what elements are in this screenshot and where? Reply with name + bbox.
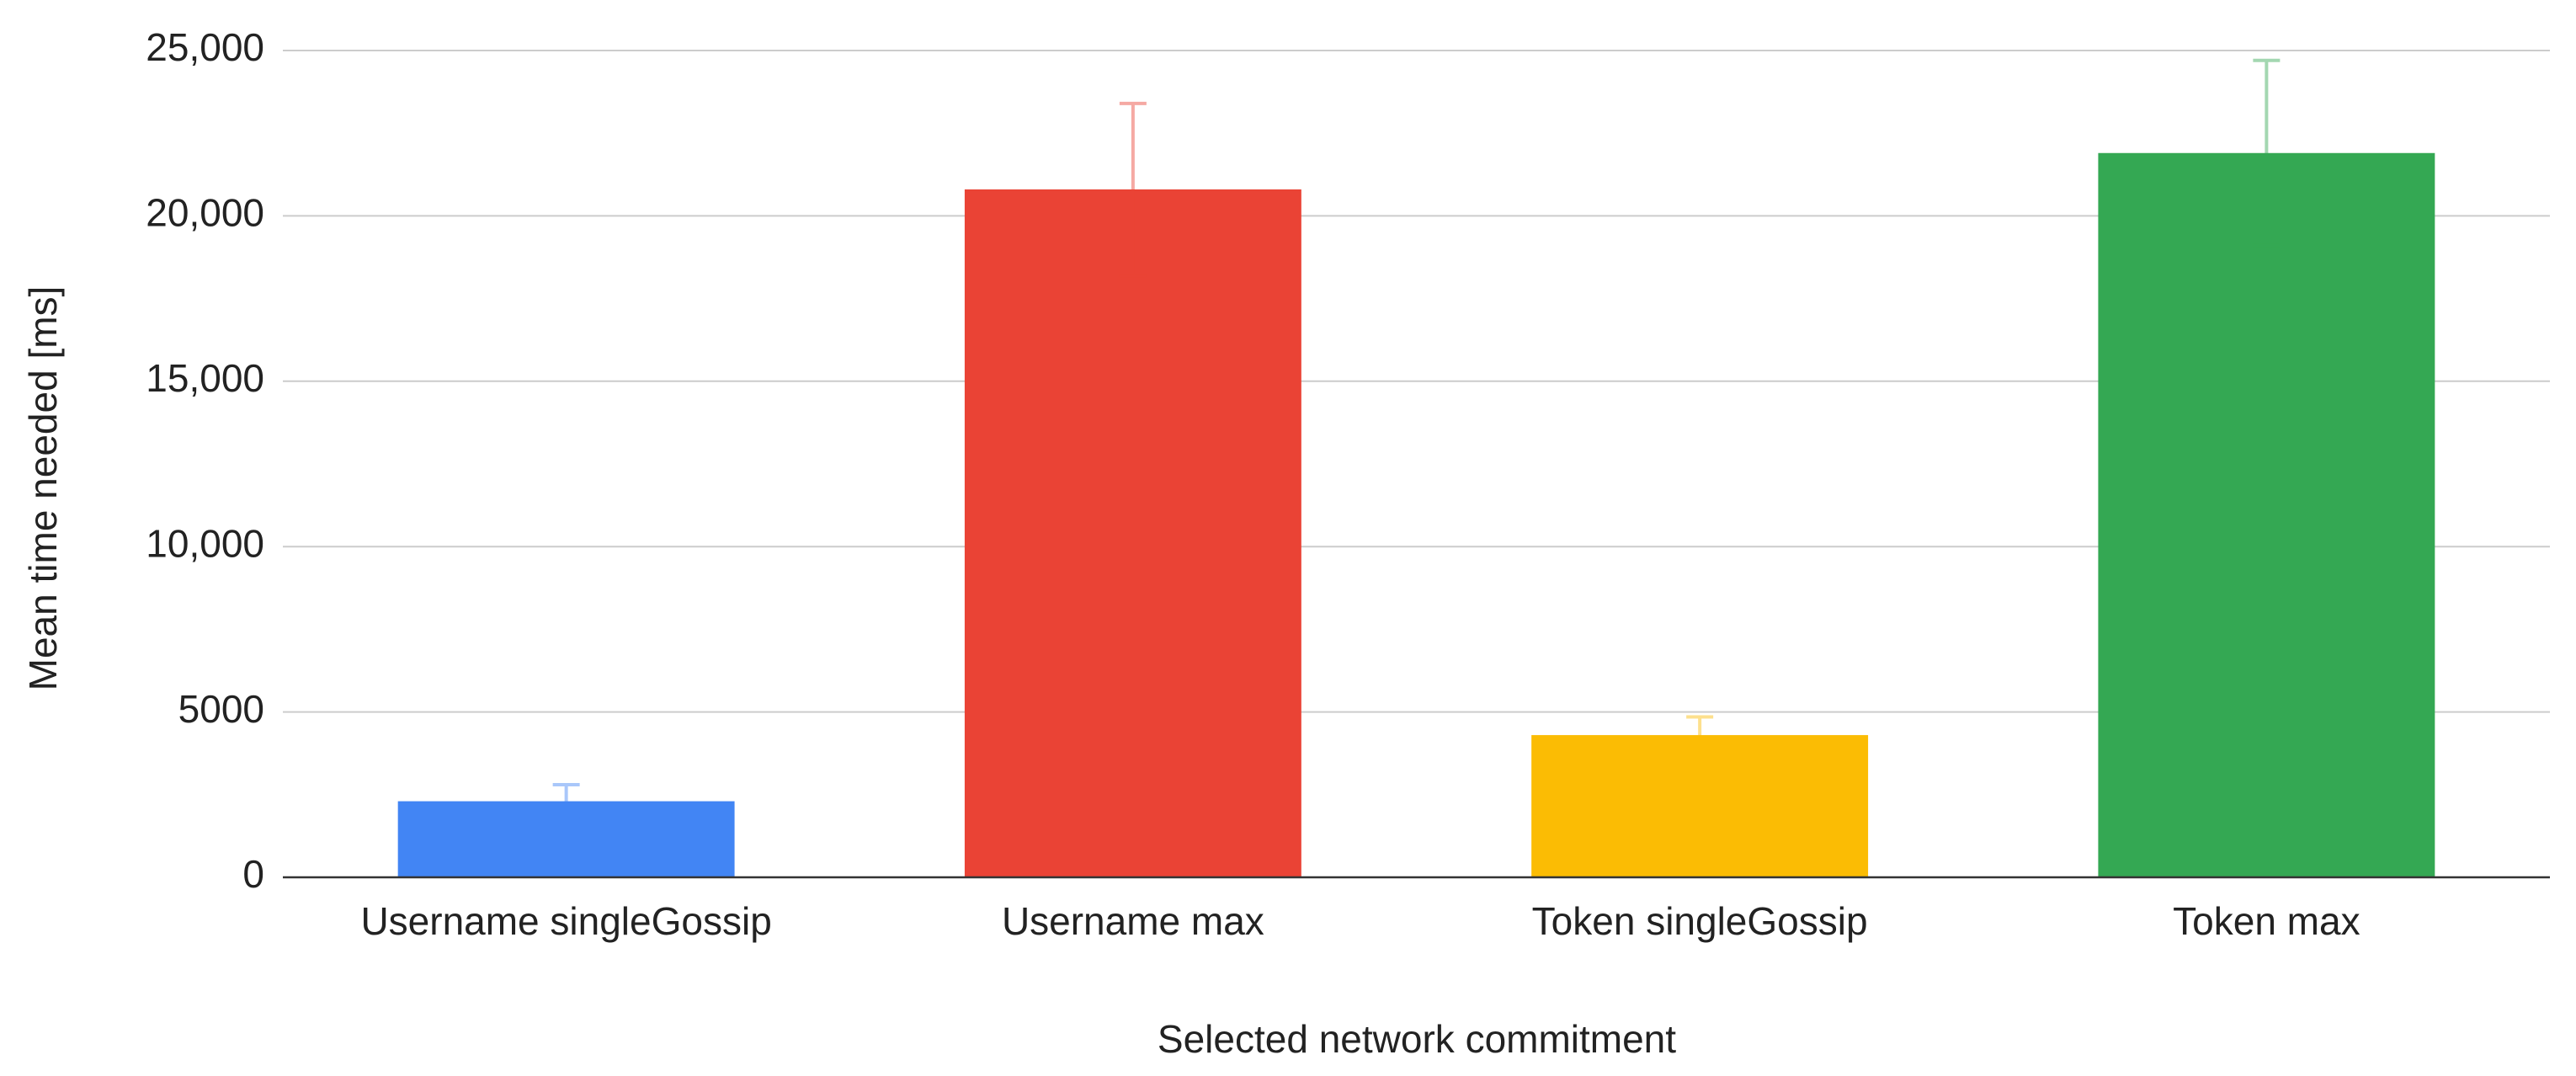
x-tick-label: Username singleGossip (360, 899, 771, 943)
bar (964, 189, 1301, 877)
error-bar (2253, 58, 2281, 248)
x-tick-label: Token max (2173, 899, 2360, 943)
y-tick-label: 15,000 (146, 356, 264, 400)
error-bar (1686, 715, 1714, 755)
bar (397, 801, 735, 877)
x-axis-title: Selected network commitment (1158, 1017, 1676, 1061)
x-tick-label: Token singleGossip (1532, 899, 1868, 943)
y-tick-label: 10,000 (146, 521, 264, 565)
y-axis-title: Mean time needed [ms] (21, 286, 65, 691)
bar (2098, 152, 2435, 877)
y-tick-label: 25,000 (146, 25, 264, 69)
error-bar (552, 783, 580, 820)
y-tick-label: 5000 (178, 687, 264, 731)
y-tick-label: 20,000 (146, 191, 264, 235)
y-tick-label: 0 (242, 852, 264, 896)
x-tick-label: Username max (1002, 899, 1264, 943)
bar (1531, 735, 1869, 877)
error-bar (1119, 101, 1147, 278)
